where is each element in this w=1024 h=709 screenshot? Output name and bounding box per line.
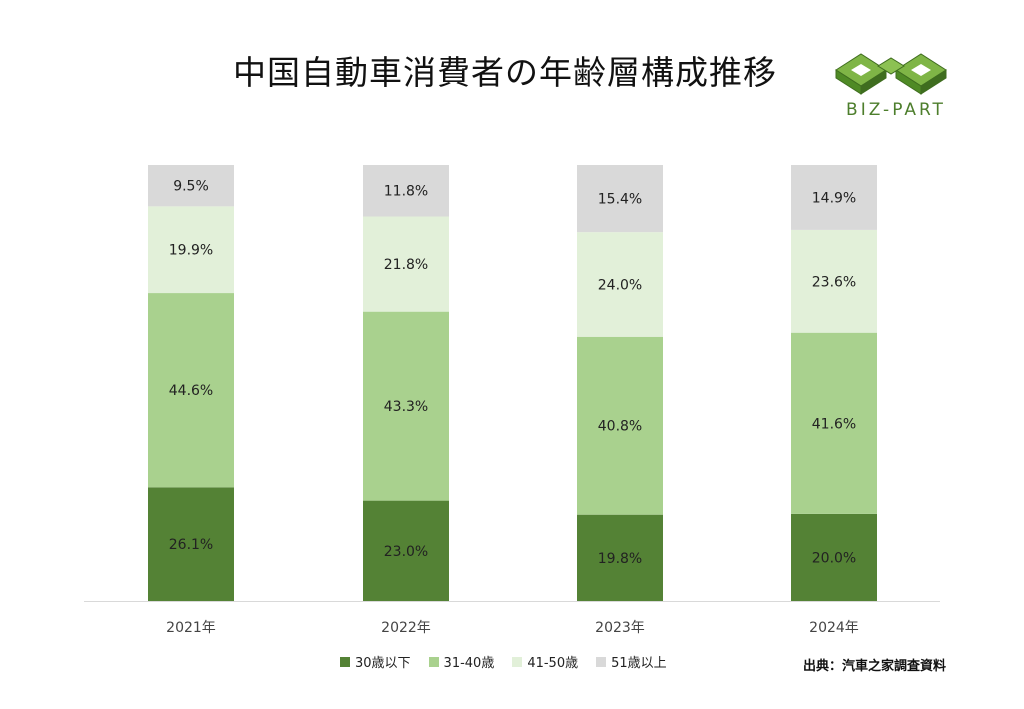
bar-segment-under30-1 [148, 487, 234, 601]
bar-segment-under30-3 [577, 514, 663, 601]
x-tick-label-1: 2021年 [166, 620, 216, 636]
bar-segment-over51-4 [791, 165, 877, 230]
x-tick-label-4: 2024年 [809, 620, 859, 636]
data-label-31-40-1: 44.6% [169, 383, 213, 399]
bar-segment-31-40-3 [577, 336, 663, 515]
bar-segment-over51-2 [363, 165, 449, 217]
data-label-under30-1: 26.1% [169, 537, 213, 553]
data-label-under30-3: 19.8% [598, 551, 642, 567]
legend-swatch-under30 [340, 656, 350, 667]
chart-legend: 30歳以下 31-40歳 41-50歳 51歳以上 [340, 652, 667, 671]
chart-title: 中国自動車消費者の年齢層構成推移 [233, 53, 777, 92]
legend-item-41-50: 41-50歳 [512, 652, 578, 671]
bar-segment-41-50-4 [791, 229, 877, 333]
legend-swatch-41-50 [512, 656, 523, 667]
data-label-41-50-4: 23.6% [812, 274, 856, 290]
infinity-cube-logo-icon [835, 53, 947, 95]
bar-segment-31-40-2 [363, 311, 449, 501]
data-label-31-40-2: 43.3% [384, 399, 428, 415]
data-label-over51-2: 11.8% [384, 184, 428, 200]
legend-item-under30: 30歳以下 [340, 652, 411, 671]
x-tick-label-3: 2023年 [595, 620, 645, 636]
bar-segment-41-50-2 [363, 216, 449, 312]
bar-segment-31-40-4 [791, 332, 877, 514]
bar-segment-41-50-1 [148, 206, 234, 294]
legend-label-31-40: 31-40歳 [443, 656, 495, 671]
bar-segment-under30-4 [791, 513, 877, 601]
data-label-under30-2: 23.0% [384, 544, 428, 560]
x-tick-label-2: 2022年 [381, 620, 431, 636]
legend-label-over51: 51歳以上 [611, 656, 667, 671]
data-label-41-50-1: 19.9% [169, 243, 213, 259]
data-label-41-50-2: 21.8% [384, 257, 428, 273]
legend-swatch-over51 [596, 656, 607, 667]
bar-segment-over51-3 [577, 165, 663, 233]
biz-part-logo: BIZ-PART [826, 40, 966, 126]
data-label-over51-1: 9.5% [173, 179, 209, 195]
data-label-31-40-3: 40.8% [598, 419, 642, 435]
logo-text: BIZ-PART [846, 100, 946, 120]
legend-item-31-40: 31-40歳 [428, 652, 495, 671]
bar-segment-under30-2 [363, 500, 449, 601]
legend-item-over51: 51歳以上 [596, 652, 667, 671]
legend-swatch-31-40 [428, 656, 439, 667]
data-label-over51-3: 15.4% [598, 192, 642, 208]
data-label-31-40-4: 41.6% [812, 416, 856, 432]
legend-label-under30: 30歳以下 [355, 656, 411, 671]
bar-segment-31-40-1 [148, 293, 234, 488]
source-note: 出典：汽車之家調査資料 [803, 659, 947, 674]
data-label-over51-4: 14.9% [812, 190, 856, 206]
bar-segment-over51-1 [148, 165, 234, 207]
legend-label-41-50: 41-50歳 [527, 656, 579, 671]
data-label-under30-4: 20.0% [812, 550, 856, 566]
bar-segment-41-50-3 [577, 232, 663, 337]
data-label-41-50-3: 24.0% [598, 277, 642, 293]
